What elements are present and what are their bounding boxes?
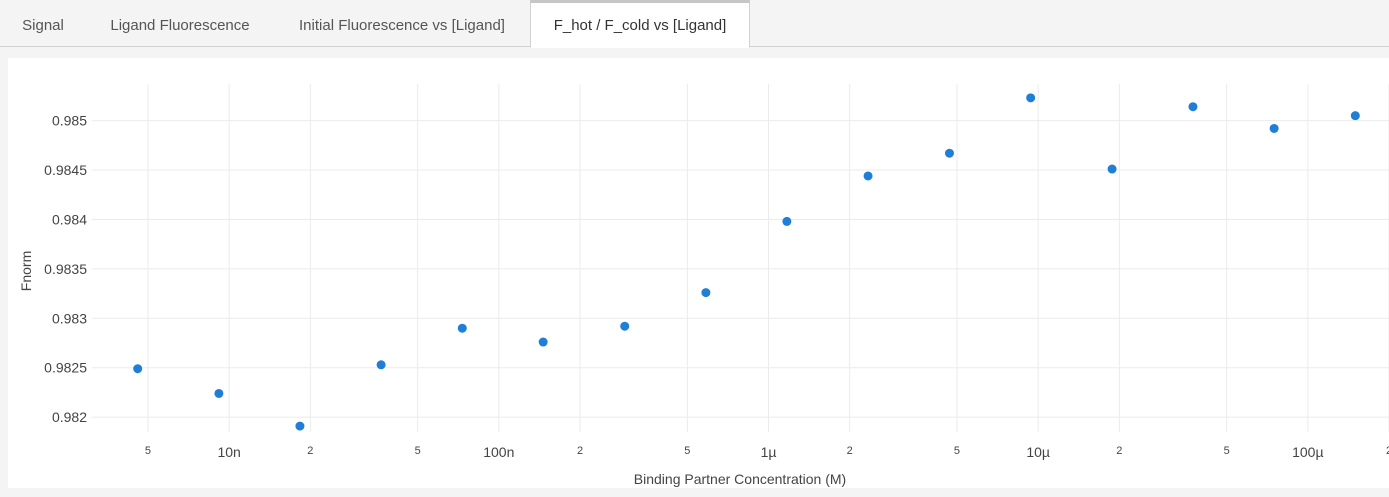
- x-tick-label: 100n: [483, 444, 514, 460]
- data-point: [1107, 164, 1117, 174]
- chart-panel: 0.982 0.9825 0.983 0.9835 0.984 0.9845 0.985 5…: [8, 58, 1389, 488]
- x-tick-label: 1µ: [761, 444, 777, 460]
- data-point: [457, 323, 467, 333]
- data-point: [1026, 93, 1036, 103]
- x-tick-labels: 5 10n 2 5 100n 2 5 1µ 2 5 10µ 2 5 100µ 2: [145, 444, 1389, 460]
- data-point: [944, 148, 954, 158]
- y-tick-label: 0.985: [52, 113, 87, 129]
- x-tick-label: 2: [307, 445, 313, 457]
- tab-bar: Signal Ligand Fluorescence Initial Fluor…: [0, 0, 1389, 48]
- y-tick-labels: 0.982 0.9825 0.983 0.9835 0.984 0.9845 0.985: [44, 113, 87, 426]
- data-points: [133, 93, 1360, 431]
- y-tick-label: 0.9845: [44, 162, 87, 178]
- y-axis-label: Fnorm: [18, 251, 34, 291]
- y-tick-label: 0.983: [52, 310, 87, 326]
- x-tick-label: 10n: [217, 444, 240, 460]
- x-tick-label: 5: [145, 445, 151, 457]
- fnorm-scatter-chart: 0.982 0.9825 0.983 0.9835 0.984 0.9845 0.985 5…: [18, 84, 1389, 487]
- data-point: [863, 171, 873, 181]
- tab-fnorm-vs-ligand[interactable]: F_hot / F_cold vs [Ligand]: [530, 0, 750, 48]
- data-point: [214, 388, 224, 398]
- tab-initial-fluorescence[interactable]: Initial Fluorescence vs [Ligand]: [299, 17, 505, 34]
- data-point: [782, 216, 792, 226]
- data-point: [1269, 123, 1279, 133]
- data-point: [376, 360, 386, 370]
- y-tick-label: 0.9825: [44, 360, 87, 376]
- tab-ligand-fluorescence[interactable]: Ligand Fluorescence: [110, 17, 250, 34]
- x-tick-label: 5: [684, 445, 690, 457]
- data-point: [1350, 111, 1360, 121]
- data-point: [295, 421, 305, 431]
- grid: [92, 84, 1389, 432]
- x-tick-label: 5: [954, 445, 960, 457]
- data-point: [1188, 102, 1198, 112]
- x-tick-label: 2: [577, 445, 583, 457]
- data-point: [538, 337, 548, 347]
- x-tick-label: 2: [1386, 445, 1389, 457]
- x-tick-label: 5: [1224, 445, 1230, 457]
- y-tick-label: 0.982: [52, 409, 87, 425]
- x-tick-label: 2: [847, 445, 853, 457]
- x-tick-label: 2: [1116, 445, 1122, 457]
- y-tick-label: 0.984: [52, 211, 87, 227]
- x-tick-label: 100µ: [1292, 444, 1323, 460]
- data-point: [133, 364, 143, 374]
- data-point: [620, 321, 630, 331]
- y-tick-label: 0.9835: [44, 261, 87, 277]
- x-tick-label: 10µ: [1026, 444, 1050, 460]
- x-axis-label: Binding Partner Concentration (M): [634, 471, 846, 487]
- tab-signal[interactable]: Signal: [22, 17, 64, 34]
- data-point: [701, 288, 711, 298]
- x-tick-label: 5: [415, 445, 421, 457]
